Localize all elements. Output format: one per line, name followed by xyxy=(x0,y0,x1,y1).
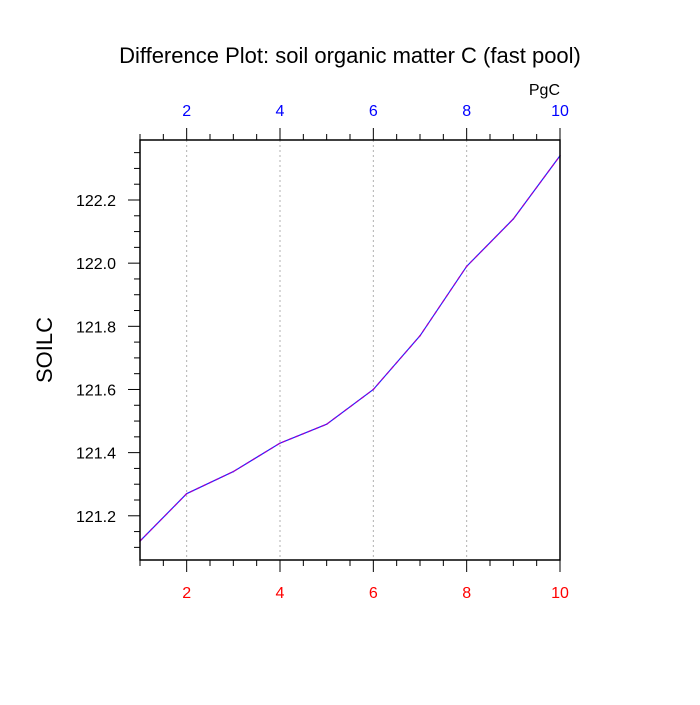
series-line xyxy=(139,155,561,542)
tick-labels: 2 2 4 4 6 6 8 8 10 10 121.2 121.4 121.6 121.8 122.0 122… xyxy=(76,103,569,602)
x-tick-label-top: 8 xyxy=(462,103,471,120)
series-layer xyxy=(139,154,561,542)
series-line-base xyxy=(139,155,561,542)
top-axis-unit-label: PgC xyxy=(529,82,560,99)
x-tick-label-top: 2 xyxy=(182,103,191,120)
x-tick-label-top: 6 xyxy=(369,103,378,120)
plot-frame xyxy=(139,139,561,561)
chart-title: Difference Plot: soil organic matter C (… xyxy=(119,43,581,68)
data-point xyxy=(279,442,281,444)
y-tick-label: 121.2 xyxy=(76,509,116,526)
x-tick-label-bottom: 4 xyxy=(276,585,285,602)
y-axis-label: SOILC xyxy=(32,317,57,383)
data-point xyxy=(372,388,375,391)
data-point xyxy=(512,218,515,220)
x-tick-label-bottom: 6 xyxy=(369,585,378,602)
y-tick-label: 121.6 xyxy=(76,382,116,399)
y-tick-label: 122.0 xyxy=(76,256,116,273)
data-point xyxy=(185,492,188,495)
data-point xyxy=(419,334,421,337)
ticks xyxy=(128,128,561,572)
y-tick-label: 122.2 xyxy=(76,193,116,210)
x-tick-label-bottom: 2 xyxy=(182,585,191,602)
x-tick-label-top: 10 xyxy=(551,103,569,120)
x-tick-label-bottom: 8 xyxy=(462,585,471,602)
y-tick-label: 121.8 xyxy=(76,319,116,336)
x-tick-label-top: 4 xyxy=(276,103,285,120)
grid-lines xyxy=(186,140,561,560)
data-point xyxy=(465,265,468,268)
x-tick-label-bottom: 10 xyxy=(551,585,569,602)
y-tick-label: 121.4 xyxy=(76,446,116,463)
data-point xyxy=(232,470,235,473)
data-point xyxy=(325,423,328,426)
